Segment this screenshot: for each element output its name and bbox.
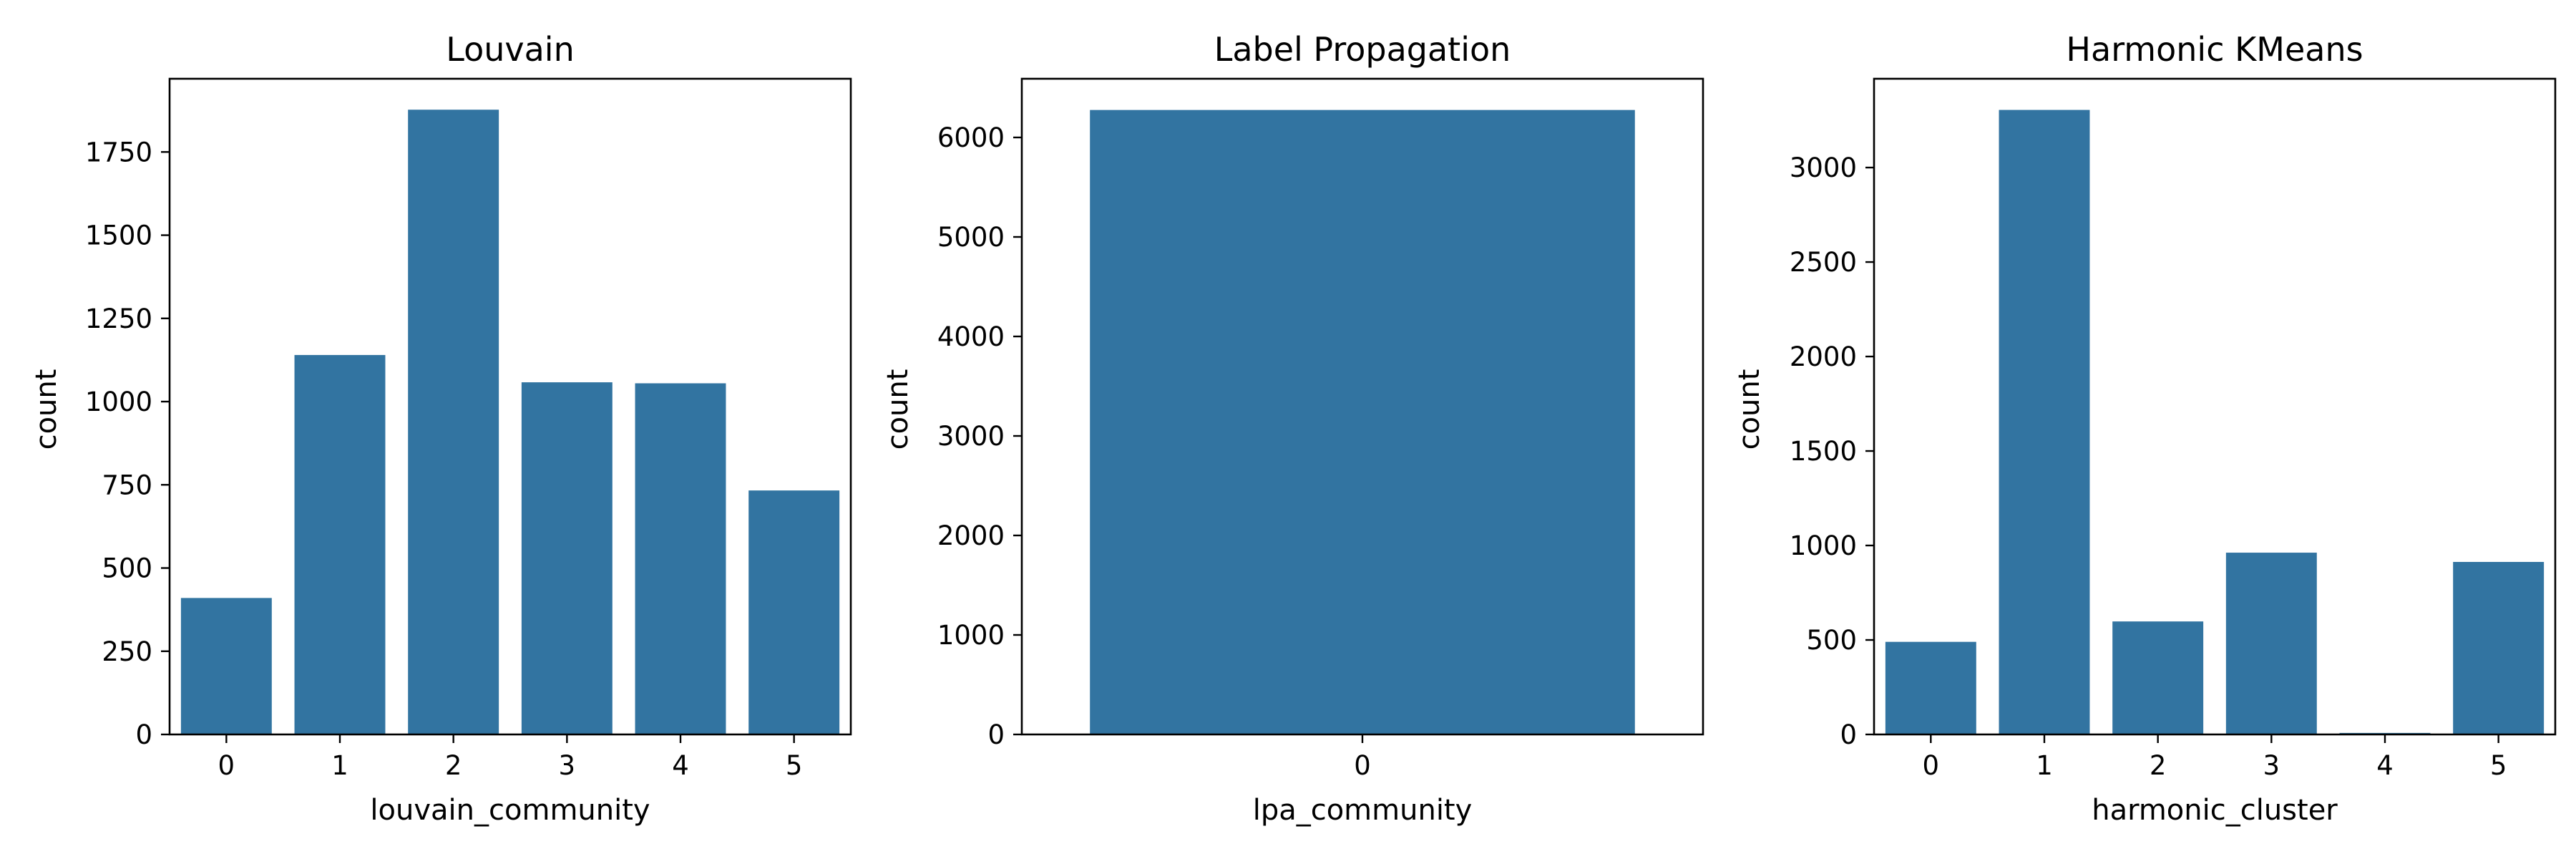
y-ticks: 0 500 1000 1500 2000 2500 3000 — [1790, 152, 1874, 750]
x-axis-label: louvain_community — [370, 794, 650, 827]
x-axis-label: harmonic_cluster — [2092, 794, 2338, 827]
y-tick-label: 2000 — [937, 520, 1005, 551]
chart-title: Harmonic KMeans — [2066, 30, 2363, 69]
x-tick-label: 2 — [2150, 750, 2167, 781]
bars — [1090, 110, 1635, 734]
bars — [180, 110, 840, 735]
y-tick-label: 500 — [102, 553, 152, 584]
chart-title: Label Propagation — [1214, 30, 1511, 69]
x-tick-label: 0 — [1923, 750, 1940, 781]
x-ticks: 0 1 2 3 4 5 — [1923, 734, 2507, 781]
y-tick-label: 1750 — [85, 137, 152, 168]
x-ticks: 0 — [1354, 734, 1371, 781]
y-axis-label: count — [30, 369, 63, 450]
bar-2 — [2112, 621, 2204, 734]
plot-frame — [1873, 77, 2557, 736]
bar-0 — [180, 598, 272, 734]
y-tick-label: 500 — [1806, 625, 1857, 656]
chart-harmonic-kmeans: Harmonic KMeans harmonic_cluster count 0… — [1733, 30, 2557, 827]
bar-3 — [521, 382, 613, 734]
y-tick-label: 1250 — [85, 304, 152, 334]
bars — [1885, 110, 2545, 734]
bar-0 — [1090, 110, 1635, 734]
y-tick-label: 1000 — [85, 387, 152, 417]
x-axis-label: lpa_community — [1253, 794, 1473, 827]
y-tick-label: 750 — [102, 470, 152, 500]
x-tick-label: 3 — [559, 750, 576, 781]
y-tick-label: 250 — [102, 636, 152, 667]
y-tick-label: 1000 — [1790, 530, 1857, 561]
bar-5 — [748, 490, 840, 734]
x-tick-label: 2 — [445, 750, 462, 781]
plot-frame — [168, 77, 852, 736]
bar-5 — [2453, 561, 2545, 734]
y-tick-label: 3000 — [1790, 152, 1857, 183]
y-tick-label: 3000 — [937, 421, 1005, 452]
y-tick-label: 2000 — [1790, 341, 1857, 372]
bar-1 — [1999, 110, 2090, 734]
x-tick-label: 5 — [2490, 750, 2507, 781]
y-tick-label: 0 — [987, 719, 1005, 750]
x-tick-label: 0 — [218, 750, 235, 781]
y-tick-label: 0 — [135, 719, 152, 750]
y-tick-label: 2500 — [1790, 247, 1857, 278]
y-ticks: 0 1000 2000 3000 4000 5000 6000 — [937, 122, 1022, 750]
x-tick-label: 4 — [2376, 750, 2394, 781]
y-tick-label: 1500 — [85, 220, 152, 251]
y-tick-label: 6000 — [937, 122, 1005, 153]
y-tick-label: 4000 — [937, 321, 1005, 352]
bar-0 — [1885, 641, 1976, 734]
y-tick-label: 0 — [1840, 719, 1857, 750]
x-tick-label: 3 — [2263, 750, 2280, 781]
x-tick-label: 1 — [331, 750, 348, 781]
bar-2 — [408, 110, 499, 735]
x-tick-label: 5 — [786, 750, 803, 781]
y-ticks: 0 250 500 750 1000 1250 1500 1750 — [85, 137, 170, 750]
y-axis-label: count — [1733, 369, 1766, 450]
bar-3 — [2225, 553, 2317, 734]
chart-title: Louvain — [446, 30, 574, 69]
x-tick-label: 4 — [672, 750, 689, 781]
y-tick-label: 1500 — [1790, 436, 1857, 467]
bar-1 — [294, 354, 386, 734]
chart-louvain: Louvain louvain_community count 0 1 2 3 4 5 0… — [30, 30, 852, 827]
x-tick-label: 1 — [2036, 750, 2053, 781]
bar-4 — [635, 383, 726, 734]
x-ticks: 0 1 2 3 4 5 — [218, 734, 803, 781]
x-tick-label: 0 — [1354, 750, 1371, 781]
chart-label-propagation: Label Propagation lpa_community count 0 … — [882, 30, 1704, 827]
y-axis-label: count — [882, 369, 914, 450]
y-tick-label: 5000 — [937, 222, 1005, 253]
y-tick-label: 1000 — [937, 620, 1005, 651]
plot-frame — [1020, 77, 1704, 736]
